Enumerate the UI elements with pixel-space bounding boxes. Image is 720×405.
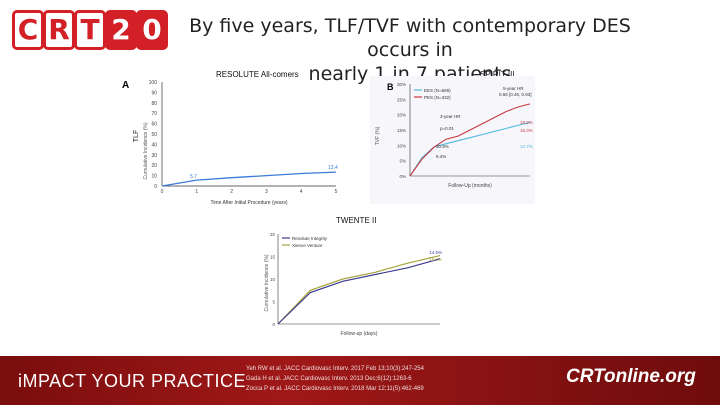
logo-letter: C — [12, 10, 44, 50]
reference-1: Yeh RW et al. JACC Cardiovasc Interv. 20… — [246, 366, 424, 372]
chart-a-xtick-label: 2 — [230, 189, 233, 195]
chart-c-ytick-label: 5 — [272, 300, 275, 305]
chart-b-annotation: 0.66 [0.46, 0.93] — [499, 92, 532, 97]
chart-a-ylabel: TLF — [133, 130, 140, 142]
chart-b-legend-label: PES (N=332) — [424, 95, 451, 100]
chart-c-ytick-label: 10 — [270, 277, 276, 282]
chart-c-annotation: 14.5% — [429, 250, 442, 255]
chart-c: Cumulative Incidence (%) 0 5 10 15 20 14.5% 1… — [264, 232, 442, 337]
chart-c-xlabel: Follow-up (days) — [341, 331, 378, 337]
chart-c-series-line — [277, 258, 441, 325]
chart-b-annotation: 16.3% — [520, 128, 533, 133]
chart-b-annotation: 19.2% — [520, 120, 533, 125]
chart-c-series-line — [277, 255, 441, 325]
logo-letter: T — [74, 10, 106, 50]
chart-a-ytick-label: 30 — [151, 153, 157, 159]
chart-a-xlabel: Time After Initial Procedure (years) — [210, 200, 287, 206]
chart-b-ytick-label: 20% — [397, 113, 406, 118]
chart-a-ytick-label: 80 — [151, 101, 157, 107]
chart-b-xlabel: Follow-Up (months) — [448, 183, 492, 189]
chart-b-ytick-label: 15% — [397, 128, 406, 133]
chart-a-ytick-label: 50 — [151, 132, 157, 138]
chart-a-inner-ylabel: Cumulative Incidence (%) — [143, 122, 149, 179]
chart-a-xtick-label: 3 — [265, 189, 268, 195]
chart-a-ytick-label: 100 — [149, 80, 158, 86]
chart-b-annotation: 12.7% — [520, 144, 533, 149]
chart-c-ytick-label: 15 — [270, 255, 276, 260]
resolute-label: RESOLUTE All-comers — [216, 70, 299, 79]
chart-c-legend-label: Resolute Integrity — [292, 236, 328, 241]
chart-a: A TLF Cumulative Incidence (%) 010203040… — [122, 80, 338, 206]
chart-b-annotation: p=0.01 — [440, 126, 454, 131]
logo-letter: 2 — [105, 10, 137, 50]
chart-b-series-line — [409, 103, 531, 177]
chart-b-ytick-label: 10% — [397, 143, 406, 148]
chart-a-ytick-label: 60 — [151, 122, 157, 128]
chart-a-ytick-label: 10 — [151, 174, 157, 180]
slide-title: By five years, TLF/TVF with contemporary… — [170, 14, 650, 86]
panel-b-letter: B — [387, 82, 394, 92]
chart-a-xtick-label: 5 — [335, 189, 338, 195]
chart-c-ytick-label: 20 — [270, 232, 276, 237]
chart-a-xtick-label: 1 — [195, 189, 198, 195]
footer-bar — [0, 356, 720, 405]
chart-a-xtick-label: 4 — [300, 189, 303, 195]
chart-c-annotation: 15.2% — [429, 257, 442, 262]
references: Yeh RW et al. JACC Cardiovasc Interv. 20… — [246, 364, 424, 394]
chart-a-ytick-label: 20 — [151, 163, 157, 169]
twente-label: TWENTE II — [336, 216, 377, 225]
chart-b-annotation: 9.4% — [436, 154, 446, 159]
chart-b-ytick-label: 5% — [399, 159, 406, 164]
logo-letter: 0 — [136, 10, 168, 50]
chart-a-annotation: 5.7 — [190, 174, 197, 180]
spirit-label: SPIRIT III — [480, 70, 515, 79]
chart-b-ytick-label: 30% — [397, 82, 406, 87]
impact-tagline: iMPACT YOUR PRACTICE — [18, 371, 247, 391]
chart-a-annotation: 13.4 — [328, 165, 338, 171]
crt20-logo: C R T 2 0 — [12, 10, 168, 50]
chart-b-ytick-label: 25% — [397, 97, 406, 102]
crtonline-logo: CRTonline.org — [566, 366, 696, 387]
logo-letter: R — [43, 10, 75, 50]
chart-b-legend-label: EES (N=669) — [424, 88, 451, 93]
chart-b-annotation: 5-year HR — [503, 86, 524, 91]
chart-a-series-line — [161, 171, 337, 187]
chart-b: B TVF (%) 0% 5% 10% 15% 20% 25% 30% EES (N=669… — [370, 76, 535, 204]
chart-a-ytick-label: 40 — [151, 142, 157, 148]
chart-a-ytick-label: 0 — [154, 184, 157, 190]
chart-b-ylabel: TVF (%) — [375, 126, 381, 145]
chart-c-legend-label: Xience Venture — [292, 243, 323, 248]
chart-a-xtick-label: 0 — [161, 189, 164, 195]
title-line-1: By five years, TLF/TVF with contemporary… — [189, 15, 631, 61]
chart-b-ytick-label: 0% — [399, 174, 406, 179]
chart-a-ytick-label: 70 — [151, 111, 157, 117]
chart-b-annotation: 3-year HR — [440, 114, 461, 119]
chart-a-ytick-label: 90 — [151, 90, 157, 96]
reference-3: Zocca P et al. JACC Cardiovasc Interv. 2… — [246, 386, 424, 392]
reference-2: Gada H et al. JACC Cardiovasc Interv. 20… — [246, 376, 412, 382]
chart-c-ylabel: Cumulative Incidence (%) — [264, 254, 270, 311]
chart-c-ytick-label: 0 — [272, 322, 275, 327]
panel-a-letter: A — [122, 80, 129, 91]
chart-b-annotation: 10.9% — [436, 144, 449, 149]
